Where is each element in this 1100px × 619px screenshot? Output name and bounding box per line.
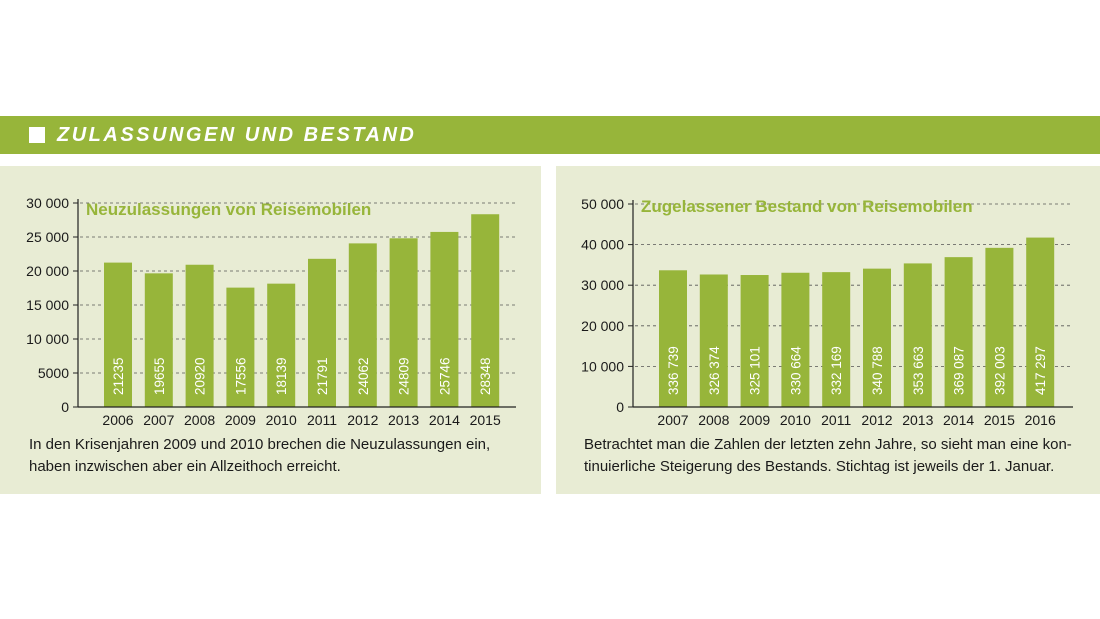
y-tick-label: 0: [616, 399, 624, 415]
y-tick-label: 25 000: [26, 229, 69, 245]
x-tick-label: 2010: [266, 412, 297, 428]
bar-2007: [659, 270, 687, 407]
x-tick-label: 2011: [821, 412, 851, 428]
section-banner: ZULASSUNGEN UND BESTAND: [0, 116, 1100, 154]
chart-neuzulassungen: 0 5000 10 000 15 000 20 000 25 000 30 000 Neuzu…: [26, 195, 516, 428]
bar-2007: [144, 273, 173, 407]
bar-value-label: 325 101: [748, 346, 763, 395]
x-tick-label: 2007: [143, 412, 174, 428]
y-tick-label: 20 000: [26, 263, 69, 279]
bar-2014: [944, 257, 973, 407]
bar-value-label: 326 374: [707, 346, 722, 395]
bar-value-label: 19655: [152, 357, 167, 395]
bar-2010: [781, 272, 810, 407]
y-tick-label: 10 000: [26, 331, 69, 347]
bar-value-label: 369 087: [952, 346, 967, 395]
bar-2012: [348, 243, 377, 407]
bar-value-label: 24809: [397, 357, 412, 395]
x-tick-label: 2010: [780, 412, 811, 428]
y-tick-label: 5000: [38, 365, 69, 381]
bar-value-label: 18139: [274, 357, 289, 395]
caption-line: tinuierliche Steigerung des Bestands. St…: [584, 458, 1055, 475]
y-tick-label: 20 000: [581, 318, 624, 334]
bar-2008: [699, 274, 728, 407]
bar-2014: [430, 231, 459, 407]
bar-2015: [985, 247, 1014, 407]
chart-title: Zugelassener Bestand von Reisemobilen: [641, 197, 973, 216]
bar-2008: [185, 264, 214, 407]
bar-value-label: 336 739: [666, 346, 681, 395]
y-tick-label: 30 000: [26, 195, 69, 211]
x-tick-label: 2015: [984, 412, 1015, 428]
x-tick-label: 2013: [388, 412, 419, 428]
bar-value-label: 340 788: [870, 346, 885, 395]
x-tick-label: 2008: [698, 412, 729, 428]
caption-line: In den Krisenjahren 2009 und 2010 breche…: [29, 436, 491, 453]
chart-caption: Betrachtet man die Zahlen der letzten ze…: [584, 434, 1072, 478]
y-tick-label: 50 000: [581, 196, 624, 212]
x-tick-label: 2012: [861, 412, 892, 428]
y-tick-label: 10 000: [581, 358, 624, 374]
chart-caption: In den Krisenjahren 2009 und 2010 breche…: [29, 434, 490, 478]
bar-value-label: 28348: [478, 357, 493, 395]
bar-value-label: 392 003: [992, 346, 1007, 395]
y-tick-label: 15 000: [26, 297, 69, 313]
caption-line: Betrachtet man die Zahlen der letzten ze…: [584, 436, 1072, 453]
bar-value-label: 417 297: [1033, 346, 1048, 395]
square-bullet-icon: [29, 127, 45, 143]
y-tick-label: 0: [61, 399, 69, 415]
x-tick-label: 2009: [739, 412, 770, 428]
y-tick-label: 40 000: [581, 237, 624, 253]
section-title: ZULASSUNGEN UND BESTAND: [57, 124, 417, 146]
bar-2010: [267, 283, 296, 407]
bar-value-label: 17556: [233, 357, 248, 395]
y-tick-label: 30 000: [581, 277, 624, 293]
x-tick-label: 2014: [943, 412, 974, 428]
x-tick-label: 2013: [902, 412, 933, 428]
bar-2013: [903, 263, 932, 407]
chart-bestand: 0 10 000 20 000 30 000 40 000 50 000 Zugelasse…: [581, 196, 1073, 428]
chart-panel-neuzulassungen: 0 5000 10 000 15 000 20 000 25 000 30 000 Neuzu…: [0, 166, 541, 494]
bar-value-label: 332 169: [829, 346, 844, 395]
x-tick-label: 2014: [429, 412, 460, 428]
bar-value-label: 24062: [356, 357, 371, 395]
x-tick-label: 2012: [347, 412, 378, 428]
x-tick-label: 2006: [102, 412, 133, 428]
bar-2012: [863, 268, 891, 407]
bar-value-label: 20920: [193, 357, 208, 395]
x-tick-label: 2015: [470, 412, 501, 428]
bar-2009: [740, 275, 769, 407]
bar-value-label: 330 664: [788, 346, 803, 395]
x-tick-label: 2007: [657, 412, 688, 428]
bar-2015: [471, 214, 500, 407]
bar-2009: [226, 287, 255, 407]
bar-value-label: 21235: [111, 357, 126, 395]
chart-panel-bestand: 0 10 000 20 000 30 000 40 000 50 000 Zugelasse…: [556, 166, 1100, 494]
bar-value-label: 21791: [315, 357, 330, 395]
caption-line: haben inzwischen aber ein Allzeithoch er…: [29, 458, 341, 475]
x-tick-label: 2016: [1025, 412, 1056, 428]
bar-value-label: 25746: [437, 357, 452, 395]
bar-value-label: 353 663: [911, 346, 926, 395]
x-tick-label: 2008: [184, 412, 215, 428]
bar-2006: [104, 262, 132, 407]
x-tick-label: 2011: [307, 412, 337, 428]
chart-title: Neuzulassungen von Reisemobilen: [86, 200, 371, 219]
bar-2016: [1026, 237, 1055, 407]
bar-2011: [822, 272, 851, 407]
x-tick-label: 2009: [225, 412, 256, 428]
bar-2013: [389, 238, 418, 407]
bar-2011: [308, 258, 336, 407]
